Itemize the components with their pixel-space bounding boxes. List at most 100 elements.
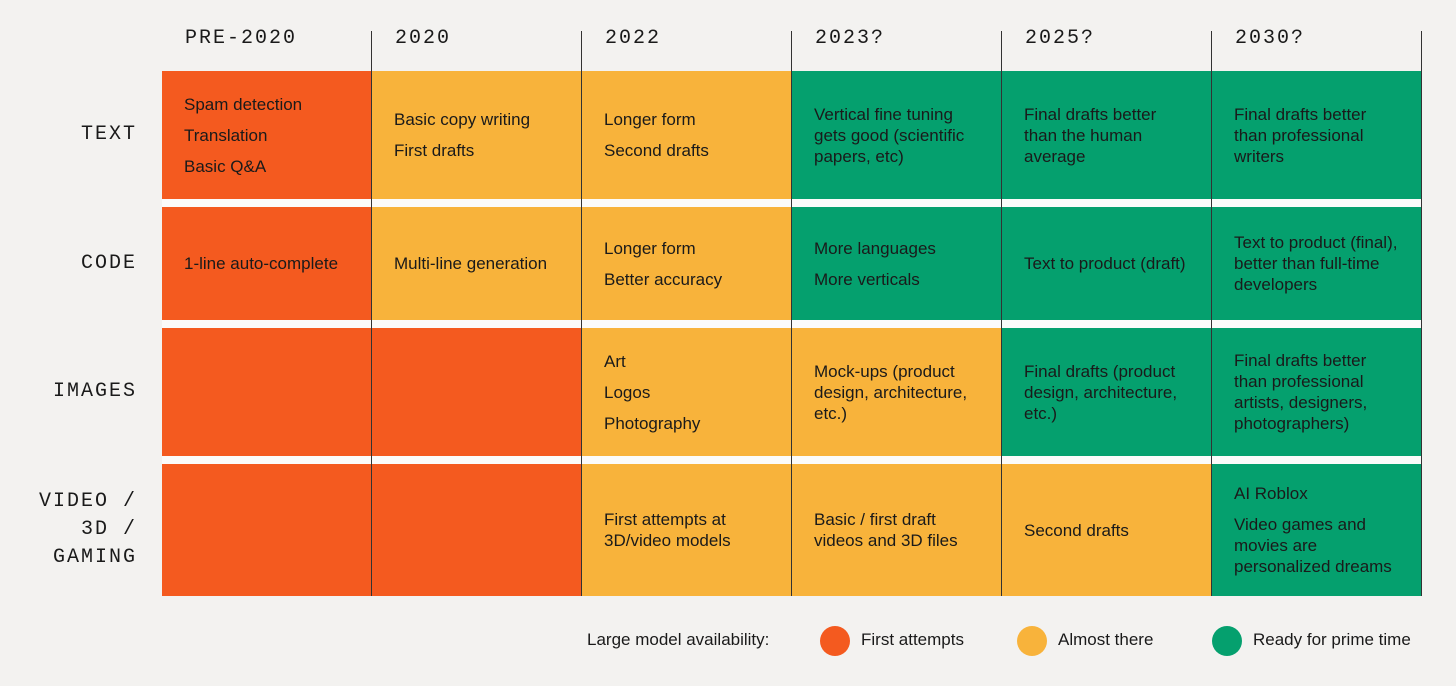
cell-text: developers xyxy=(1234,275,1318,294)
cell-text: Basic copy writing xyxy=(394,110,531,129)
cell-text: More verticals xyxy=(814,269,920,289)
cell: Art Logos Photography xyxy=(582,328,792,456)
cell-text: writers xyxy=(1234,146,1285,166)
cell-text: than the human xyxy=(1024,125,1143,145)
cell-text: design, architecture, xyxy=(1024,382,1178,402)
cell-item: Video games and movies are personalized dr… xyxy=(1234,514,1422,577)
cell-text: First drafts xyxy=(394,141,475,160)
row-label: TEXT xyxy=(81,71,137,199)
column-header: 2022 xyxy=(605,27,662,50)
row-label-line: IMAGES xyxy=(52,380,137,403)
cell-text: Video games and xyxy=(1234,515,1367,534)
cell: Basic copy writing First drafts xyxy=(372,71,582,199)
cell-text: Text to product (final), xyxy=(1234,233,1398,252)
cell-text: Basic / first draft xyxy=(814,510,936,529)
row-label-line: CODE xyxy=(80,251,137,275)
column-divider xyxy=(1421,31,1422,596)
cell: More languages More verticals xyxy=(792,207,1002,320)
cell-text: papers, etc) xyxy=(814,146,904,166)
row-gap xyxy=(162,199,1422,207)
cell-text: Basic Q&A xyxy=(184,156,267,176)
cell: Text to product (final), better than full… xyxy=(1212,207,1422,320)
legend-swatch xyxy=(1017,626,1047,656)
cell-text: Multi-line generation xyxy=(394,254,548,273)
cell-text: etc.) xyxy=(1024,403,1058,423)
row-label-line: VIDEO / xyxy=(38,490,137,513)
cell-item: First attempts at 3D/video models xyxy=(604,509,792,551)
row-label-line: TEXT xyxy=(80,123,137,146)
row-label: IMAGES xyxy=(53,328,137,456)
cell-text: design, architecture, xyxy=(814,382,968,402)
cell-text: Spam detection xyxy=(184,94,303,114)
cell: Final drafts better than professional writ… xyxy=(1212,71,1422,199)
cell-text: Mock-ups (product xyxy=(814,361,955,381)
cell-item: Basic Q&A xyxy=(184,156,372,177)
cell-item: Final drafts better than the human average xyxy=(1024,104,1212,167)
cell-text: Logos xyxy=(604,382,651,402)
cell-item: Spam detection xyxy=(184,94,372,115)
cell: Spam detection Translation Basic Q&A xyxy=(162,71,372,199)
cell-text: average xyxy=(1024,146,1086,166)
cell-text: etc.) xyxy=(814,403,848,423)
column-header: PRE-2020 xyxy=(185,27,298,50)
cell-item: Translation xyxy=(184,125,372,146)
cell-text: Longer form xyxy=(604,110,696,129)
column-divider xyxy=(1001,31,1002,596)
column-divider xyxy=(1211,31,1212,596)
cell-item: Multi-line generation xyxy=(394,253,582,274)
cell-text: Final drafts better xyxy=(1234,104,1367,124)
cell-item: AI Roblox xyxy=(1234,483,1422,504)
cell-text: More languages xyxy=(814,238,936,258)
cell: Text to product (draft) xyxy=(1002,207,1212,320)
cell-text: gets good (scientific xyxy=(814,125,965,145)
cell-text: 1-line auto-complete xyxy=(184,254,339,273)
cell-item: Better accuracy xyxy=(604,269,792,290)
legend-label: Ready for prime time xyxy=(1253,630,1411,649)
cell-text: photographers) xyxy=(1234,414,1350,433)
cell-item: Longer form xyxy=(604,238,792,259)
cell: Final drafts (product design, architectur… xyxy=(1002,328,1212,456)
cell-item: Text to product (final), better than full… xyxy=(1234,232,1422,295)
cell: Vertical fine tuning gets good (scientifi… xyxy=(792,71,1002,199)
column-header: 2030? xyxy=(1235,27,1306,50)
cell-text: Better accuracy xyxy=(604,269,723,289)
column-divider xyxy=(791,31,792,596)
column-divider xyxy=(371,31,372,596)
cell-item: Final drafts (product design, architectur… xyxy=(1024,361,1212,424)
cell: 1-line auto-complete xyxy=(162,207,372,320)
cell: Longer form Second drafts xyxy=(582,71,792,199)
row-label: CODE xyxy=(81,207,137,320)
cell-item: Photography xyxy=(604,413,792,434)
cell xyxy=(372,464,582,596)
cell-text: videos and 3D files xyxy=(814,531,958,550)
cell-item: Second drafts xyxy=(604,140,792,161)
legend-label: First attempts xyxy=(861,630,964,649)
cell-item: More languages xyxy=(814,238,1002,259)
cell-text: Photography xyxy=(604,413,701,433)
column-divider xyxy=(581,31,582,596)
cell-item: Art xyxy=(604,351,792,372)
cell xyxy=(372,328,582,456)
column-header: 2025? xyxy=(1025,27,1096,50)
cell-item: Final drafts better than professional arti… xyxy=(1234,350,1422,434)
cell-text: artists, designers, xyxy=(1234,393,1368,412)
cell: Longer form Better accuracy xyxy=(582,207,792,320)
column-header: 2023? xyxy=(815,27,886,50)
row-label: VIDEO / 3D / GAMING xyxy=(39,464,137,596)
cell-text: movies are xyxy=(1234,536,1318,555)
cell-text: First attempts at xyxy=(604,510,726,529)
cell xyxy=(162,464,372,596)
cell-text: AI Roblox xyxy=(1234,484,1308,503)
cell-item: Longer form xyxy=(604,109,792,130)
cell-item: First drafts xyxy=(394,140,582,161)
cell: Final drafts better than the human average xyxy=(1002,71,1212,199)
row-gap xyxy=(162,320,1422,328)
cell: First attempts at 3D/video models xyxy=(582,464,792,596)
legend-swatch xyxy=(820,626,850,656)
cell-item: Basic copy writing xyxy=(394,109,582,130)
legend-title: Large model availability: xyxy=(587,630,770,649)
cell xyxy=(162,328,372,456)
cell: Final drafts better than professional arti… xyxy=(1212,328,1422,456)
cell: AI Roblox Video games and movies are person… xyxy=(1212,464,1422,596)
